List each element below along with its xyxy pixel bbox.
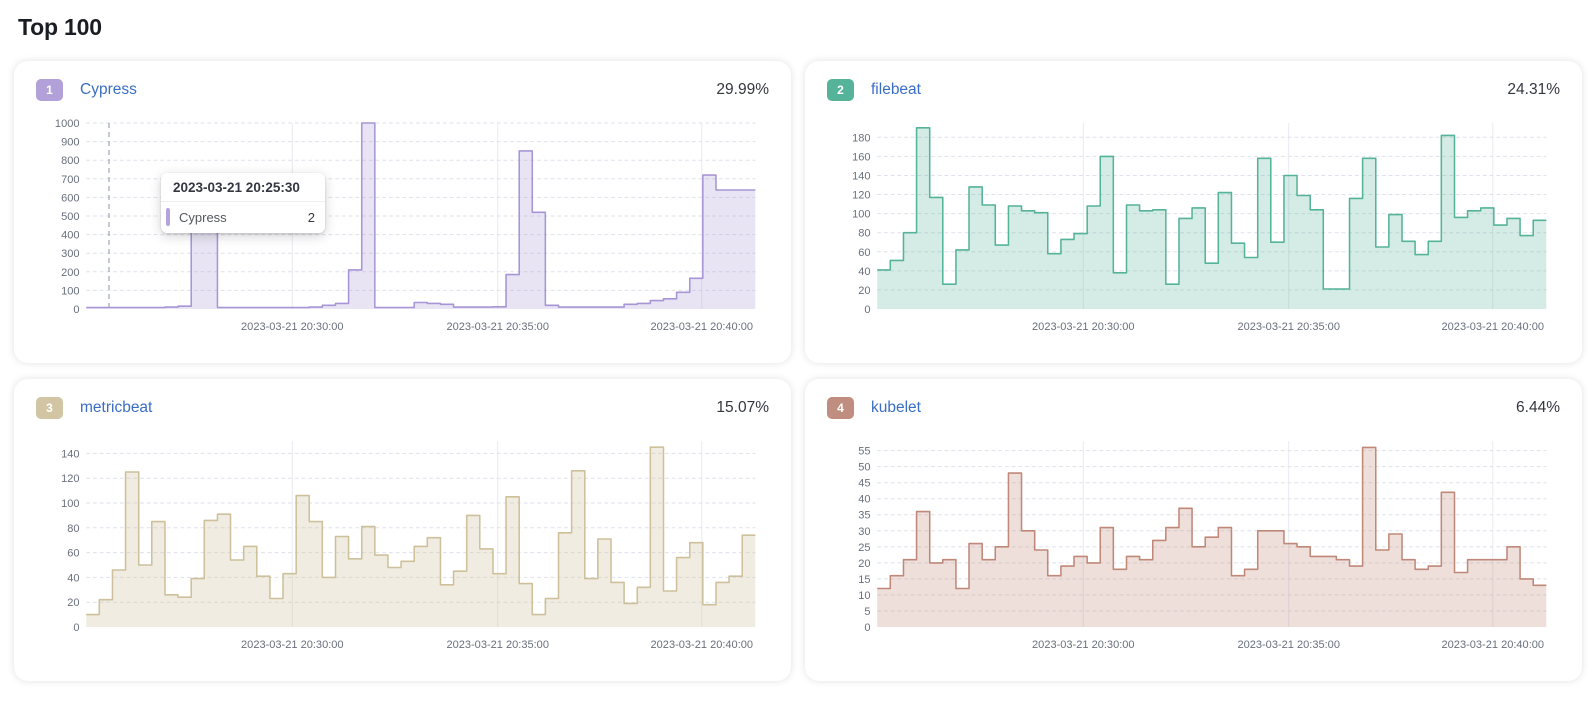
svg-text:0: 0 — [864, 622, 870, 634]
svg-text:2023-03-21 20:40:00: 2023-03-21 20:40:00 — [651, 639, 754, 651]
svg-text:60: 60 — [67, 547, 79, 559]
svg-text:140: 140 — [852, 170, 870, 182]
series-link-metricbeat[interactable]: metricbeat — [80, 399, 153, 416]
svg-text:0: 0 — [73, 622, 79, 634]
svg-text:40: 40 — [67, 572, 79, 584]
svg-text:120: 120 — [852, 189, 870, 201]
percentage-value: 6.44% — [1516, 399, 1560, 416]
chart-canvas[interactable]: 2023-03-21 20:30:00 2023-03-21 20:35:00 20… — [42, 111, 763, 343]
tooltip-series-label: Cypress — [179, 209, 227, 225]
area-chart-cypress[interactable]: 2023-03-21 20:30:00 2023-03-21 20:35:00 20… — [36, 111, 769, 343]
svg-text:700: 700 — [61, 174, 79, 186]
svg-text:40: 40 — [858, 494, 870, 506]
svg-text:1000: 1000 — [55, 118, 80, 130]
tooltip-value: 2 — [307, 209, 315, 225]
chart-panel-metricbeat: 3 metricbeat 15.07% 2023-03-21 20:30:00 2… — [14, 379, 791, 681]
svg-text:2023-03-21 20:40:00: 2023-03-21 20:40:00 — [651, 321, 754, 333]
panel-header: 3 metricbeat 15.07% — [36, 397, 769, 419]
rank-badge: 4 — [827, 397, 854, 419]
svg-text:5: 5 — [864, 606, 870, 618]
chart-canvas[interactable]: 2023-03-21 20:30:00 2023-03-21 20:35:00 20… — [833, 111, 1554, 343]
svg-text:2023-03-21 20:35:00: 2023-03-21 20:35:00 — [1237, 321, 1340, 333]
svg-text:500: 500 — [61, 211, 79, 223]
svg-text:30: 30 — [858, 526, 870, 538]
svg-text:20: 20 — [858, 285, 870, 297]
area-chart-metricbeat[interactable]: 2023-03-21 20:30:00 2023-03-21 20:35:00 20… — [36, 429, 769, 661]
svg-text:200: 200 — [61, 267, 79, 279]
panel-header: 4 kubelet 6.44% — [827, 397, 1560, 419]
svg-text:80: 80 — [67, 523, 79, 535]
svg-text:40: 40 — [858, 266, 870, 278]
svg-text:160: 160 — [852, 151, 870, 163]
svg-text:0: 0 — [864, 304, 870, 316]
svg-text:10: 10 — [858, 590, 870, 602]
svg-text:2023-03-21 20:40:00: 2023-03-21 20:40:00 — [1442, 321, 1545, 333]
svg-text:120: 120 — [61, 473, 79, 485]
area-chart-kubelet[interactable]: 2023-03-21 20:30:00 2023-03-21 20:35:00 20… — [827, 429, 1560, 661]
page: Top 100 1 Cypress 29.99% 2023-03-21 20:3… — [14, 14, 1582, 681]
svg-text:0: 0 — [73, 304, 79, 316]
chart-canvas[interactable]: 2023-03-21 20:30:00 2023-03-21 20:35:00 20… — [42, 429, 763, 661]
area-chart-filebeat[interactable]: 2023-03-21 20:30:00 2023-03-21 20:35:00 20… — [827, 111, 1560, 343]
series-link-filebeat[interactable]: filebeat — [871, 81, 921, 98]
svg-text:2023-03-21 20:30:00: 2023-03-21 20:30:00 — [241, 639, 344, 651]
svg-text:2023-03-21 20:35:00: 2023-03-21 20:35:00 — [446, 639, 549, 651]
svg-text:25: 25 — [858, 542, 870, 554]
chart-canvas[interactable]: 2023-03-21 20:30:00 2023-03-21 20:35:00 20… — [833, 429, 1554, 661]
percentage-value: 24.31% — [1507, 81, 1560, 98]
svg-text:400: 400 — [61, 229, 79, 241]
tooltip-timestamp: 2023-03-21 20:25:30 — [161, 173, 325, 202]
svg-text:45: 45 — [858, 478, 870, 490]
svg-text:2023-03-21 20:40:00: 2023-03-21 20:40:00 — [1442, 639, 1545, 651]
svg-text:800: 800 — [61, 155, 79, 167]
svg-text:2023-03-21 20:30:00: 2023-03-21 20:30:00 — [241, 321, 344, 333]
svg-text:80: 80 — [858, 228, 870, 240]
panel-header: 1 Cypress 29.99% — [36, 79, 769, 101]
svg-text:100: 100 — [852, 208, 870, 220]
svg-text:2023-03-21 20:30:00: 2023-03-21 20:30:00 — [1032, 321, 1135, 333]
svg-text:20: 20 — [67, 597, 79, 609]
series-link-cypress[interactable]: Cypress — [80, 81, 137, 98]
series-link-kubelet[interactable]: kubelet — [871, 399, 921, 416]
svg-text:20: 20 — [858, 558, 870, 570]
svg-text:100: 100 — [61, 498, 79, 510]
svg-text:2023-03-21 20:35:00: 2023-03-21 20:35:00 — [446, 321, 549, 333]
svg-text:2023-03-21 20:30:00: 2023-03-21 20:30:00 — [1032, 639, 1135, 651]
chart-panel-kubelet: 4 kubelet 6.44% 2023-03-21 20:30:00 2023-… — [805, 379, 1582, 681]
svg-text:140: 140 — [61, 448, 79, 460]
svg-text:60: 60 — [858, 247, 870, 259]
panel-grid: 1 Cypress 29.99% 2023-03-21 20:30:00 2023… — [14, 61, 1582, 681]
svg-text:300: 300 — [61, 248, 79, 260]
svg-text:180: 180 — [852, 132, 870, 144]
series-color-mark — [166, 208, 170, 226]
chart-panel-filebeat: 2 filebeat 24.31% 2023-03-21 20:30:00 202… — [805, 61, 1582, 363]
svg-text:15: 15 — [858, 574, 870, 586]
svg-text:100: 100 — [61, 285, 79, 297]
svg-text:600: 600 — [61, 192, 79, 204]
svg-text:900: 900 — [61, 136, 79, 148]
svg-text:55: 55 — [858, 445, 870, 457]
percentage-value: 15.07% — [716, 399, 769, 416]
chart-tooltip: 2023-03-21 20:25:30 Cypress 2 — [161, 173, 325, 233]
rank-badge: 2 — [827, 79, 854, 101]
svg-text:50: 50 — [858, 461, 870, 473]
panel-header: 2 filebeat 24.31% — [827, 79, 1560, 101]
rank-badge: 1 — [36, 79, 63, 101]
svg-text:2023-03-21 20:35:00: 2023-03-21 20:35:00 — [1237, 639, 1340, 651]
page-title: Top 100 — [18, 14, 102, 40]
chart-panel-cypress: 1 Cypress 29.99% 2023-03-21 20:30:00 2023… — [14, 61, 791, 363]
percentage-value: 29.99% — [716, 81, 769, 98]
rank-badge: 3 — [36, 397, 63, 419]
svg-text:35: 35 — [858, 510, 870, 522]
tooltip-series-row: Cypress 2 — [161, 202, 325, 233]
